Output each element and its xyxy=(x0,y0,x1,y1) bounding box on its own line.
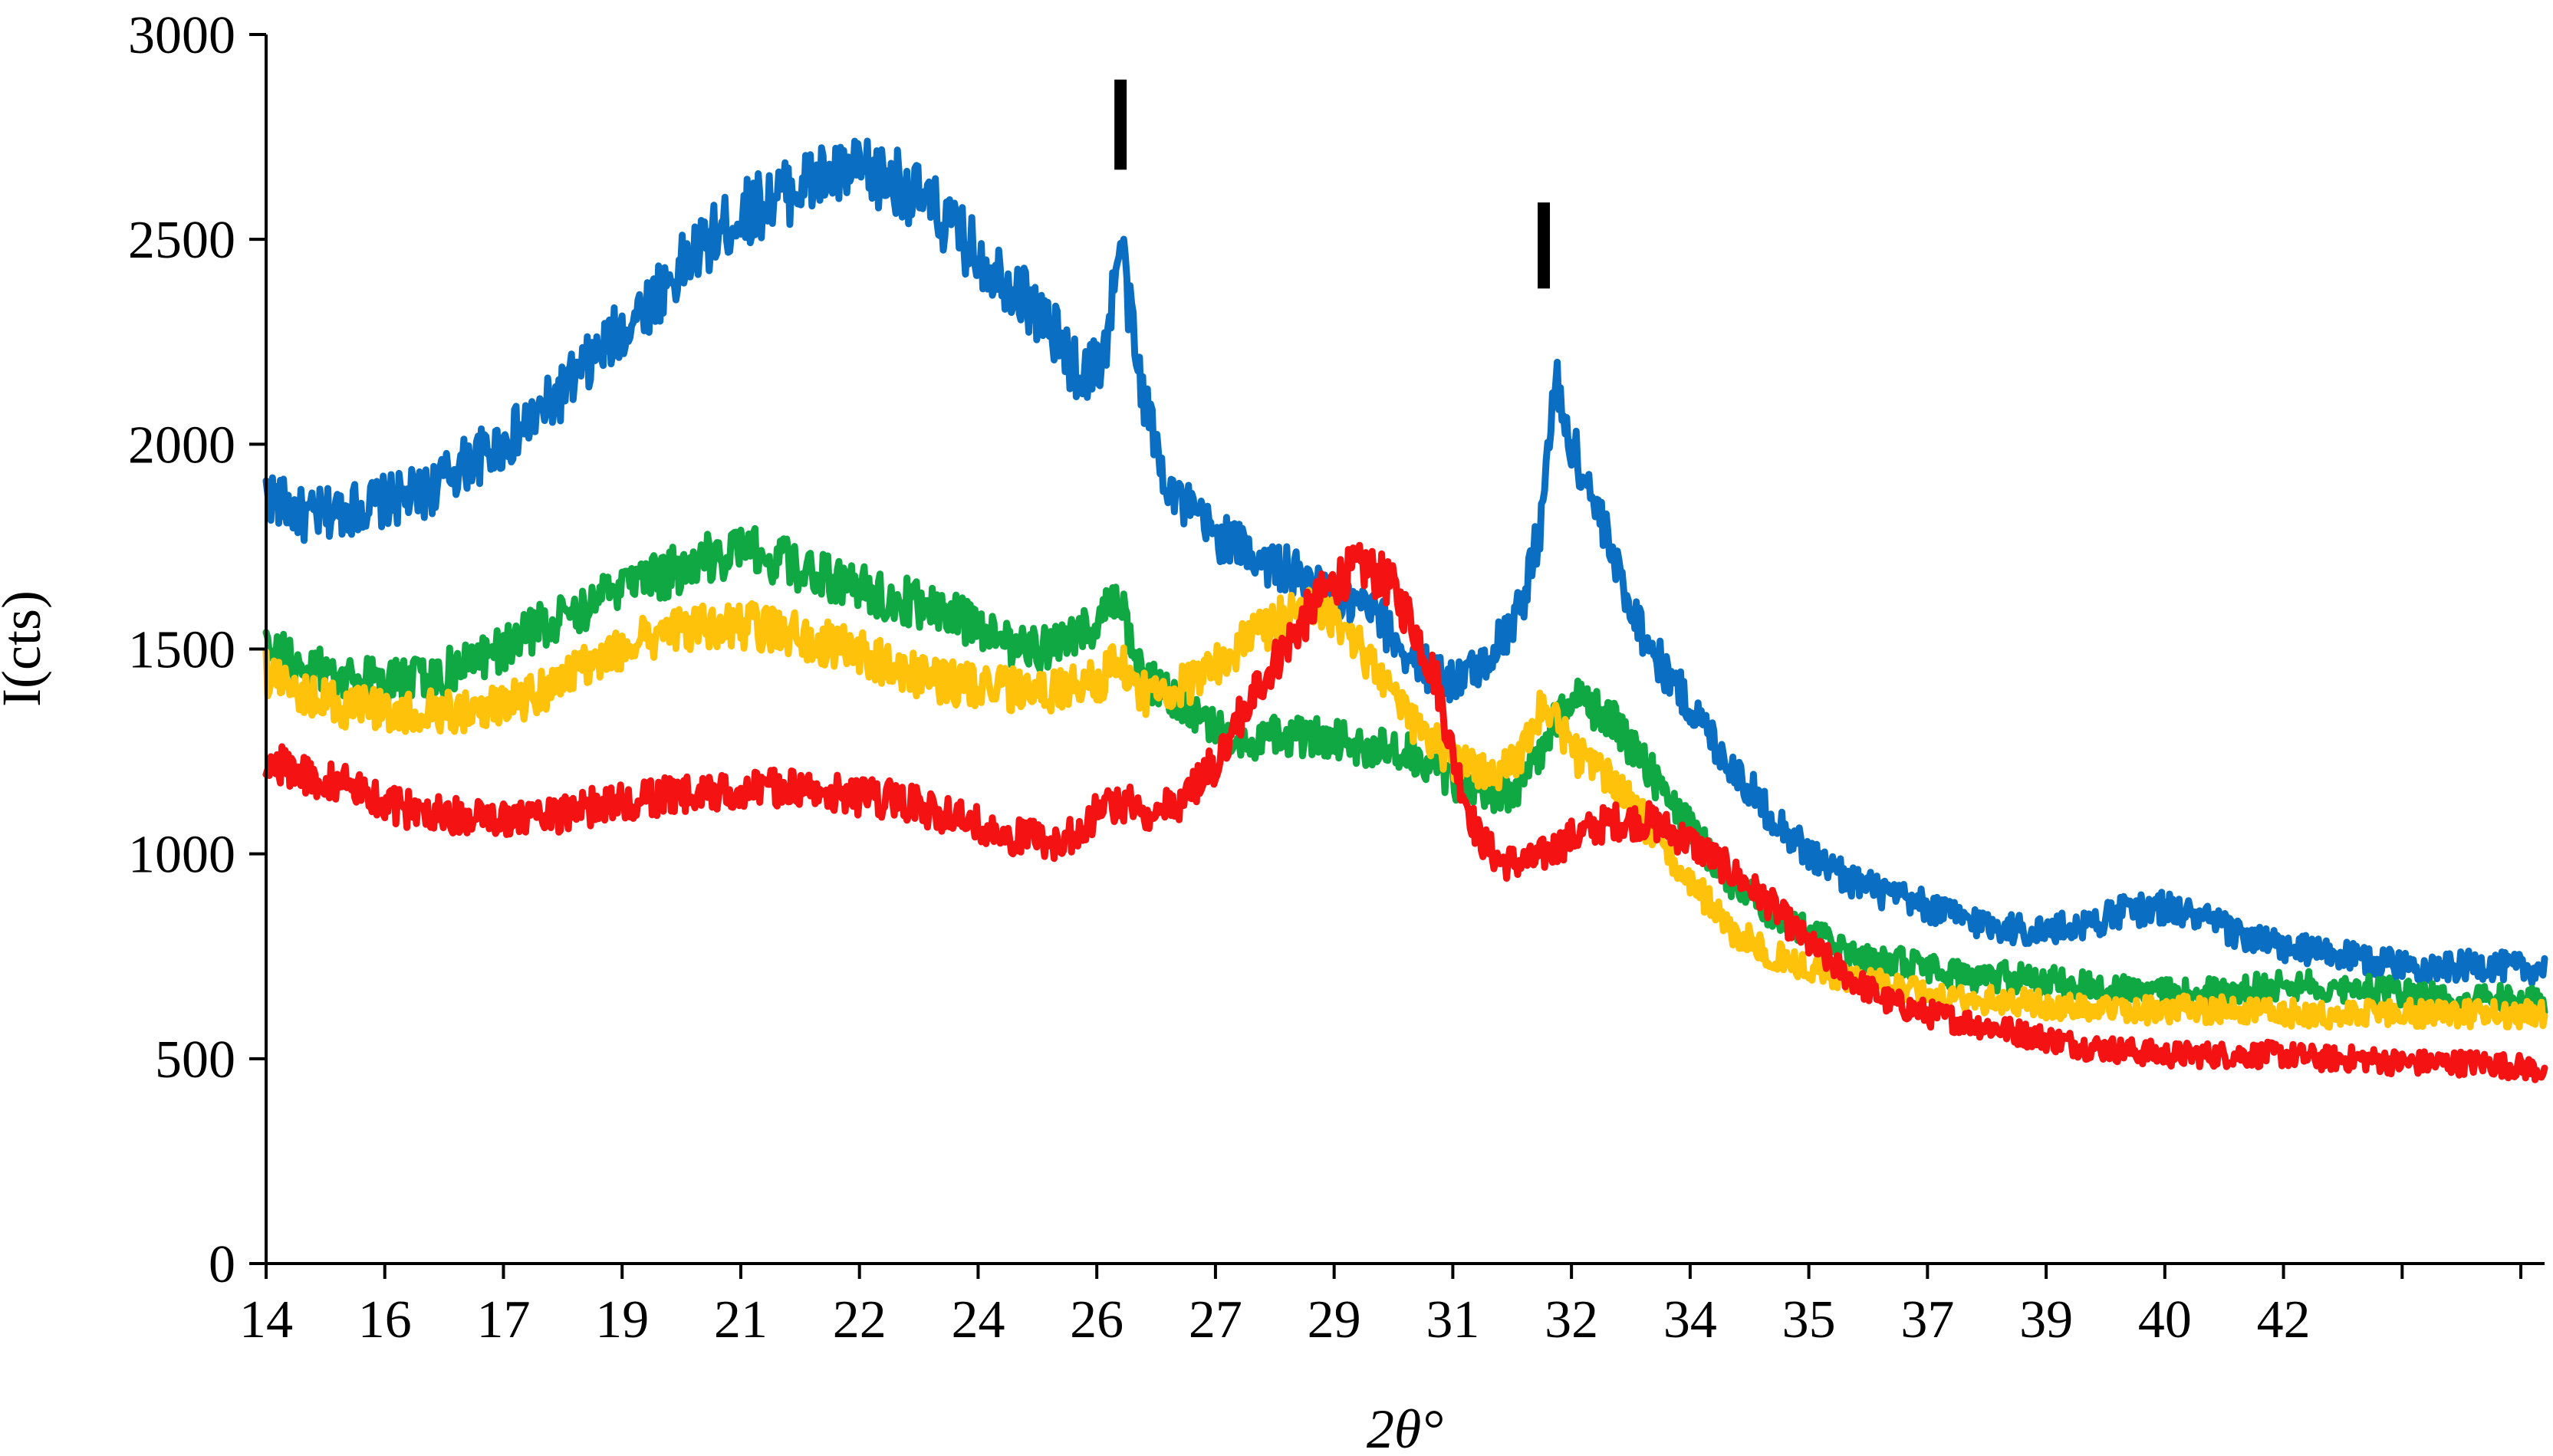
x-tick-label: 19 xyxy=(595,1290,649,1349)
peak-marker xyxy=(1538,202,1551,289)
x-tick-label: 37 xyxy=(1900,1290,1954,1349)
series-line-4 xyxy=(262,541,2548,1083)
y-tick-label: 2500 xyxy=(128,211,235,270)
x-tick-label: 27 xyxy=(1189,1290,1242,1349)
x-tick-label: 42 xyxy=(2257,1290,2311,1349)
y-tick-label: 1500 xyxy=(128,621,235,680)
x-tick-label: 24 xyxy=(951,1290,1005,1349)
y-axis-title: I(cts) xyxy=(0,590,52,707)
x-axis-title: 2θ° xyxy=(1367,1398,1443,1456)
x-tick-label: 14 xyxy=(239,1290,293,1349)
y-tick-label: 0 xyxy=(209,1235,235,1294)
y-tick-label: 2000 xyxy=(128,416,235,475)
x-tick-label: 39 xyxy=(2019,1290,2073,1349)
series-line-1 xyxy=(262,137,2548,987)
series-line-3 xyxy=(262,587,2548,1031)
x-tick-label: 17 xyxy=(476,1290,530,1349)
y-tick-label: 500 xyxy=(155,1030,235,1090)
peak-marker-layer xyxy=(1114,79,1551,289)
x-tick-label: 29 xyxy=(1308,1290,1361,1349)
x-tick-label: 32 xyxy=(1545,1290,1598,1349)
x-tick-label: 21 xyxy=(714,1290,768,1349)
peak-marker xyxy=(1114,79,1127,170)
series-line-2 xyxy=(262,524,2548,1018)
y-tick-label: 3000 xyxy=(128,6,235,65)
x-tick-label: 22 xyxy=(833,1290,887,1349)
x-tick-label: 31 xyxy=(1426,1290,1479,1349)
series-layer xyxy=(262,137,2548,1083)
y-axis-ticks: 0 500 1000 1500 2000 2500 3000 xyxy=(128,6,266,1294)
x-tick-label: 26 xyxy=(1070,1290,1124,1349)
x-axis-ticks: 14 16 17 19 21 22 24 26 27 29 31 32 34 35 37 39 40 42 xyxy=(239,1264,2523,1349)
x-tick-label: 16 xyxy=(358,1290,412,1349)
x-tick-label: 35 xyxy=(1782,1290,1836,1349)
x-tick-label: 34 xyxy=(1663,1290,1717,1349)
y-tick-label: 1000 xyxy=(128,826,235,885)
x-tick-label: 40 xyxy=(2138,1290,2192,1349)
